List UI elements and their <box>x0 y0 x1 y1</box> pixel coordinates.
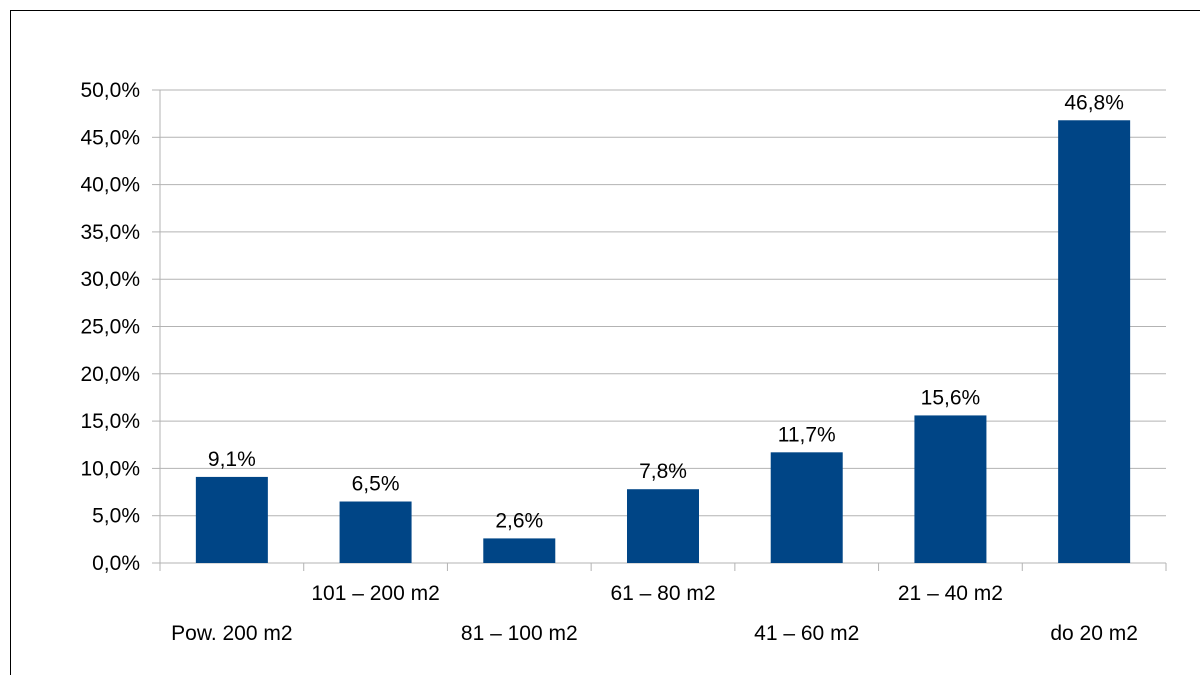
x-tick-label: Pow. 200 m2 <box>171 622 292 645</box>
y-tick-label: 40,0% <box>80 174 140 197</box>
bar <box>339 501 412 563</box>
data-label: 15,6% <box>921 386 981 409</box>
y-tick-label: 30,0% <box>80 268 140 291</box>
bar <box>627 489 699 563</box>
x-tick-label: 41 – 60 m2 <box>754 622 859 645</box>
bar <box>914 415 987 563</box>
data-label: 2,6% <box>495 509 543 532</box>
y-tick-label: 10,0% <box>80 457 140 480</box>
y-tick-label: 45,0% <box>80 126 140 149</box>
data-label: 6,5% <box>352 473 400 496</box>
y-tick-label: 20,0% <box>80 363 140 386</box>
y-tick-label: 15,0% <box>80 410 140 433</box>
data-label: 9,1% <box>208 448 256 471</box>
data-label: 46,8% <box>1064 91 1124 114</box>
x-tick-labels: Pow. 200 m2 101 – 200 m2 81 – 100 m2 61 – 8… <box>171 582 1138 645</box>
bar <box>483 538 556 563</box>
x-tick-label: 81 – 100 m2 <box>461 622 578 645</box>
y-tick-label: 5,0% <box>92 505 140 528</box>
y-tick-label: 25,0% <box>80 316 140 339</box>
data-label: 11,7% <box>778 423 836 446</box>
y-tick-label: 0,0% <box>92 552 140 575</box>
bar <box>195 476 268 563</box>
data-label: 7,8% <box>639 460 687 483</box>
x-tick-label: do 20 m2 <box>1050 622 1138 645</box>
y-tick-label: 35,0% <box>80 221 140 244</box>
bar <box>1058 120 1131 563</box>
gridlines <box>160 89 1166 517</box>
data-labels: 9,1% 6,5% 2,6% 7,8% 11,7% 15,6% 46,8% <box>208 91 1124 532</box>
y-tick-labels: 0,0% 5,0% 10,0% 15,0% 20,0% 25,0% 30,0% 35,0% 40… <box>80 79 140 575</box>
x-tick-label: 101 – 200 m2 <box>311 582 439 605</box>
y-tick-label: 50,0% <box>80 79 140 102</box>
x-tick-label: 61 – 80 m2 <box>610 582 715 605</box>
x-tick-label: 21 – 40 m2 <box>898 582 1003 605</box>
bars <box>195 120 1131 563</box>
chart-frame <box>10 10 1200 675</box>
bar <box>770 452 843 563</box>
